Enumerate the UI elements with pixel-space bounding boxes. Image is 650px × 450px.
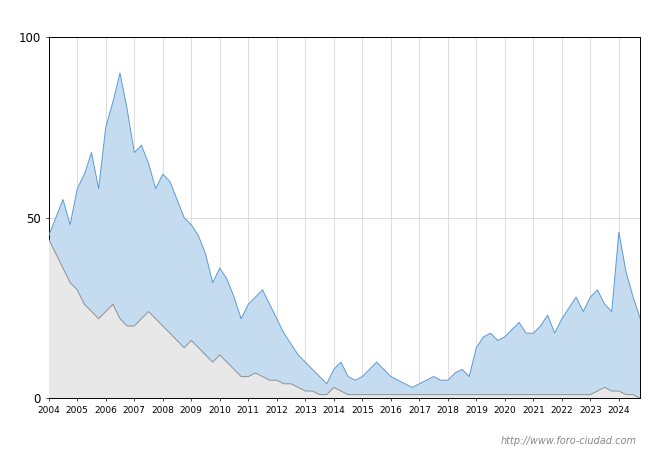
Text: Abarán - Evolucion del Nº de Transacciones Inmobiliarias: Abarán - Evolucion del Nº de Transaccion…: [90, 9, 560, 23]
Text: http://www.foro-ciudad.com: http://www.foro-ciudad.com: [501, 436, 637, 446]
